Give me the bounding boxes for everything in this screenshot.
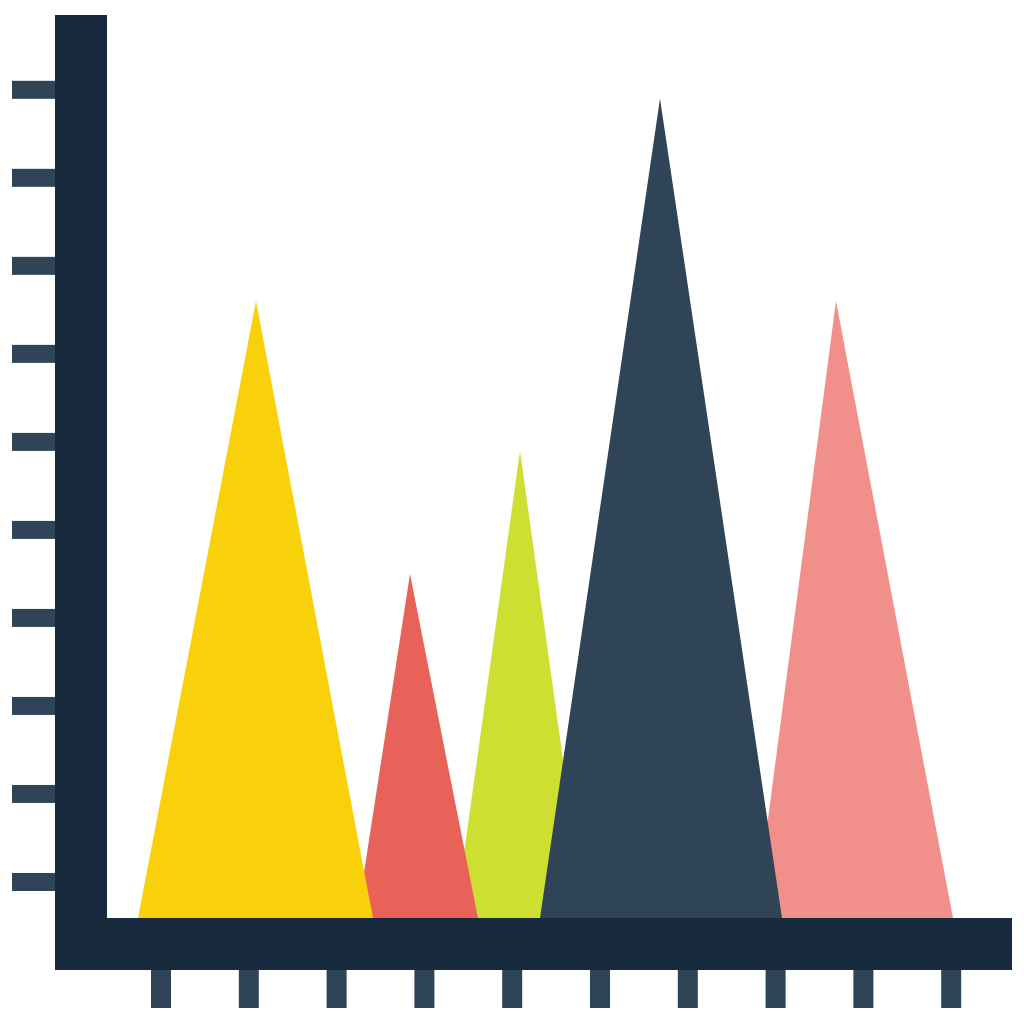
y-tick [12,784,55,803]
x-tick [853,970,874,1008]
x-tick [414,970,435,1008]
triangle [455,450,585,918]
y-tick [12,168,55,187]
x-tick [326,970,347,1008]
triangle [138,301,373,918]
x-tick [677,970,698,1008]
x-axis [55,918,1012,970]
x-tick [238,970,259,1008]
plot-area [138,98,953,919]
y-tick [12,608,55,627]
x-tick [941,970,962,1008]
y-tick [12,256,55,275]
triangle [540,98,782,919]
y-tick [12,432,55,451]
y-tick [12,872,55,891]
triangle [755,301,953,918]
y-tick [12,696,55,715]
x-tick [765,970,786,1008]
y-tick [12,80,55,99]
y-tick [12,344,55,363]
triangle [357,573,478,918]
x-tick [590,970,610,1008]
y-tick [12,520,55,539]
x-tick [151,970,171,1008]
y-axis [55,15,107,970]
x-tick [502,970,523,1008]
